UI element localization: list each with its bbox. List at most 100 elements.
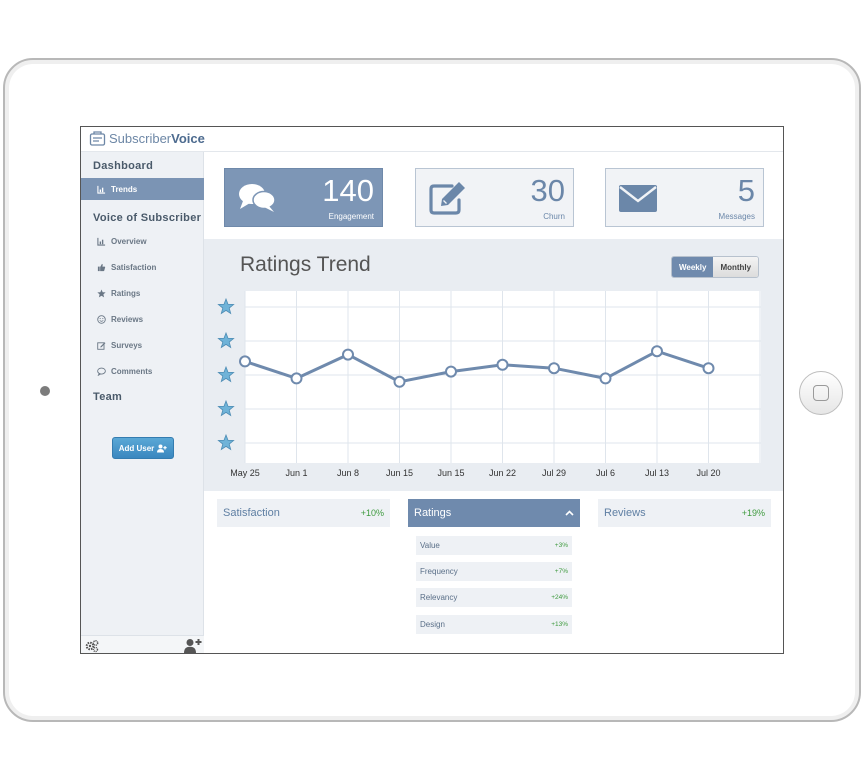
x-tick-label: May 25 xyxy=(230,468,260,478)
data-point xyxy=(239,355,251,368)
data-point xyxy=(393,375,406,388)
stat-card-churn[interactable]: 30 Churn xyxy=(415,168,574,227)
data-point xyxy=(342,348,354,361)
reviews-panel[interactable]: Reviews +19% xyxy=(598,499,771,527)
thumbs-up-icon xyxy=(97,263,106,271)
data-point xyxy=(599,372,612,385)
detail-label: Value xyxy=(420,541,440,550)
add-user-label: Add User xyxy=(118,443,155,453)
stat-label: Engagement xyxy=(328,212,374,221)
y-axis-star-icon xyxy=(217,297,235,315)
edit-icon xyxy=(97,341,106,350)
camera-dot xyxy=(40,386,50,396)
smile-icon xyxy=(97,314,106,324)
ratings-detail-row[interactable]: Design +13% xyxy=(416,615,572,634)
sidebar-item-label: Overview xyxy=(111,236,147,246)
chat-bubbles-icon xyxy=(239,184,276,212)
y-axis-star-icon xyxy=(217,399,235,417)
ratings-panel[interactable]: Ratings xyxy=(408,499,580,527)
satisfaction-panel[interactable]: Satisfaction +10% xyxy=(217,499,390,527)
logo-text-part1: Subscriber xyxy=(109,131,172,146)
data-point xyxy=(702,362,715,375)
envelope-icon xyxy=(619,185,657,212)
detail-label: Design xyxy=(420,620,445,629)
chart-title: Ratings Trend xyxy=(240,253,371,276)
y-axis-star-icon xyxy=(217,365,235,383)
app-screen: SubscriberVoice Dashboard Trends Voice o… xyxy=(80,126,784,654)
sidebar-item-comments[interactable]: Comments xyxy=(81,360,204,382)
stat-label: Churn xyxy=(543,212,565,221)
x-tick-label: Jul 20 xyxy=(696,468,720,478)
panel-title: Satisfaction xyxy=(223,507,280,519)
sidebar-item-label: Trends xyxy=(111,184,138,194)
stat-value: 5 xyxy=(737,173,755,208)
ratings-detail-row[interactable]: Relevancy +24% xyxy=(416,588,572,607)
logo-icon xyxy=(89,131,106,146)
add-user-icon xyxy=(157,444,167,452)
logo-text-part2: Voice xyxy=(171,131,205,146)
detail-change: +13% xyxy=(551,621,568,628)
sidebar-item-trends[interactable]: Trends xyxy=(81,178,204,200)
ratings-trend-chart: May 25 Jun 1 Jun 8 Jun 15 Jun 15 Jun 22 Jul 29… xyxy=(217,291,761,478)
x-tick-label: Jun 15 xyxy=(437,468,464,478)
x-tick-label: Jul 6 xyxy=(596,468,615,478)
detail-label: Relevancy xyxy=(420,593,458,602)
sidebar-section-voice: Voice of Subscriber xyxy=(93,212,202,224)
logo-text: SubscriberVoice xyxy=(109,131,205,146)
stat-label: Messages xyxy=(718,212,755,221)
sidebar-item-label: Ratings xyxy=(111,288,141,298)
panel-title: Ratings xyxy=(414,507,452,519)
stat-card-messages[interactable]: 5 Messages xyxy=(605,168,764,227)
sidebar-item-ratings[interactable]: Ratings xyxy=(81,282,204,304)
stat-value: 30 xyxy=(530,173,565,208)
sidebar-item-label: Satisfaction xyxy=(111,262,157,272)
panel-change: +10% xyxy=(360,508,384,518)
ratings-detail-row[interactable]: Frequency +7% xyxy=(416,562,572,581)
sidebar: Dashboard Trends Voice of Subscriber Ove… xyxy=(81,152,204,653)
home-button[interactable] xyxy=(799,371,843,415)
stat-value: 140 xyxy=(322,173,374,208)
data-point xyxy=(445,365,457,378)
speech-bubble-icon xyxy=(97,367,106,376)
detail-change: +7% xyxy=(554,568,568,575)
sidebar-footer xyxy=(81,635,204,653)
top-bar: SubscriberVoice xyxy=(81,127,783,152)
monthly-toggle-button[interactable]: Monthly xyxy=(713,257,759,277)
ratings-detail-row[interactable]: Value +3% xyxy=(416,536,572,555)
chevron-up-icon[interactable] xyxy=(565,510,574,516)
sidebar-item-label: Surveys xyxy=(111,340,143,350)
y-axis-star-icon xyxy=(217,331,235,349)
ratings-trend-panel: Ratings Trend Weekly Monthly May 25 Jun 1… xyxy=(204,239,783,491)
panel-change: +19% xyxy=(741,508,765,518)
detail-change: +24% xyxy=(551,594,568,601)
x-tick-label: Jul 29 xyxy=(542,468,566,478)
add-user-icon[interactable] xyxy=(184,638,202,653)
sidebar-item-satisfaction[interactable]: Satisfaction xyxy=(81,256,204,278)
stat-card-engagement[interactable]: 140 Engagement xyxy=(224,168,383,227)
sidebar-item-reviews[interactable]: Reviews xyxy=(81,308,204,330)
sidebar-item-surveys[interactable]: Surveys xyxy=(81,334,204,356)
sidebar-item-overview[interactable]: Overview xyxy=(81,230,204,252)
sidebar-section-team: Team xyxy=(93,391,123,403)
home-button-icon xyxy=(813,385,829,401)
bar-chart-icon xyxy=(97,237,106,246)
detail-change: +3% xyxy=(554,542,568,549)
panel-title: Reviews xyxy=(604,507,646,519)
x-tick-label: Jun 1 xyxy=(285,468,307,478)
data-point xyxy=(548,362,560,375)
x-tick-label: Jun 15 xyxy=(386,468,413,478)
period-toggle: Weekly Monthly xyxy=(671,256,760,278)
sidebar-section-dashboard: Dashboard xyxy=(93,160,154,172)
y-axis-star-icon xyxy=(217,433,235,451)
x-tick-label: Jun 22 xyxy=(489,468,516,478)
sidebar-item-label: Comments xyxy=(111,366,153,376)
series-line xyxy=(244,349,709,384)
x-tick-label: Jul 13 xyxy=(645,468,669,478)
x-tick-label: Jun 8 xyxy=(337,468,359,478)
weekly-toggle-button[interactable]: Weekly xyxy=(672,257,714,277)
add-user-button[interactable]: Add User xyxy=(112,437,174,459)
gears-icon[interactable] xyxy=(85,639,99,653)
app-logo[interactable]: SubscriberVoice xyxy=(89,130,205,147)
data-point xyxy=(651,345,663,358)
pencil-square-icon xyxy=(429,182,465,215)
